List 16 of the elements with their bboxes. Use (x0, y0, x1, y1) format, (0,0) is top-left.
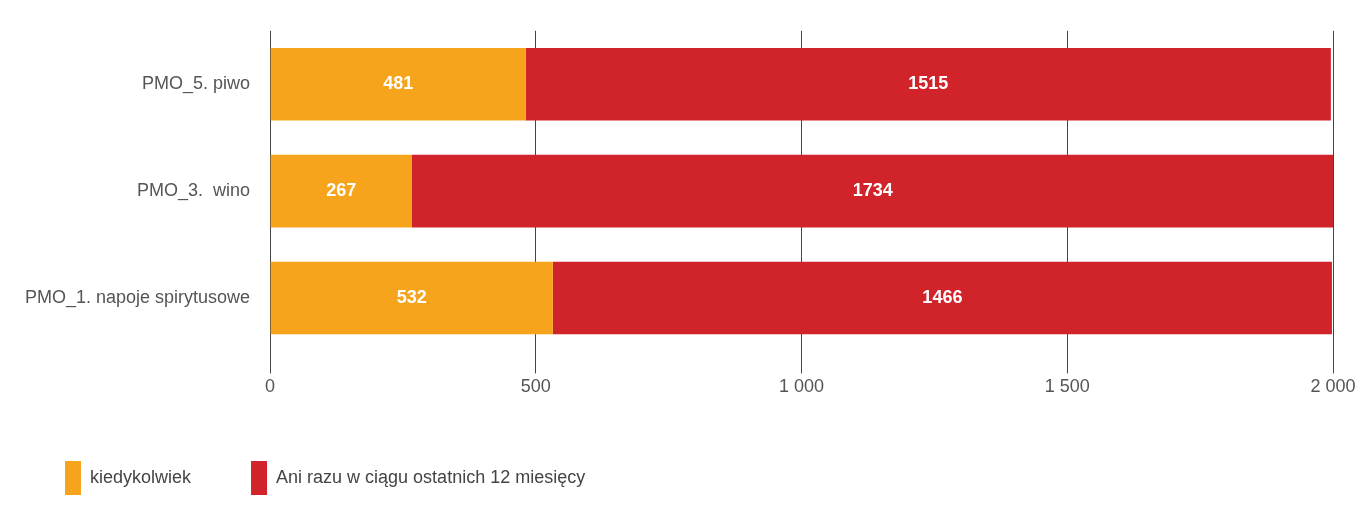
legend-label: kiedykolwiek (90, 466, 193, 487)
x-tick-label: 0 (265, 376, 276, 397)
y-tick-label: PMO_3. wino (137, 180, 251, 202)
y-tick-label: PMO_1. napoje spirytusowe (24, 286, 251, 308)
data-label: 1515 (908, 73, 949, 94)
data-label: 481 (383, 73, 414, 94)
y-tick-label: PMO_5. piwo (142, 73, 251, 95)
x-tick-label: 1 000 (779, 376, 825, 397)
data-label: 267 (326, 180, 357, 201)
data-label: 532 (396, 286, 427, 307)
legend-label: Ani razu w ciągu ostatnich 12 miesięcy (276, 466, 586, 487)
x-tick-label: 1 500 (1044, 376, 1090, 397)
x-tick-label: 500 (520, 376, 551, 397)
data-label: 1466 (922, 286, 963, 307)
data-label: 1734 (852, 180, 893, 201)
x-tick-label: 2 000 (1310, 376, 1356, 397)
